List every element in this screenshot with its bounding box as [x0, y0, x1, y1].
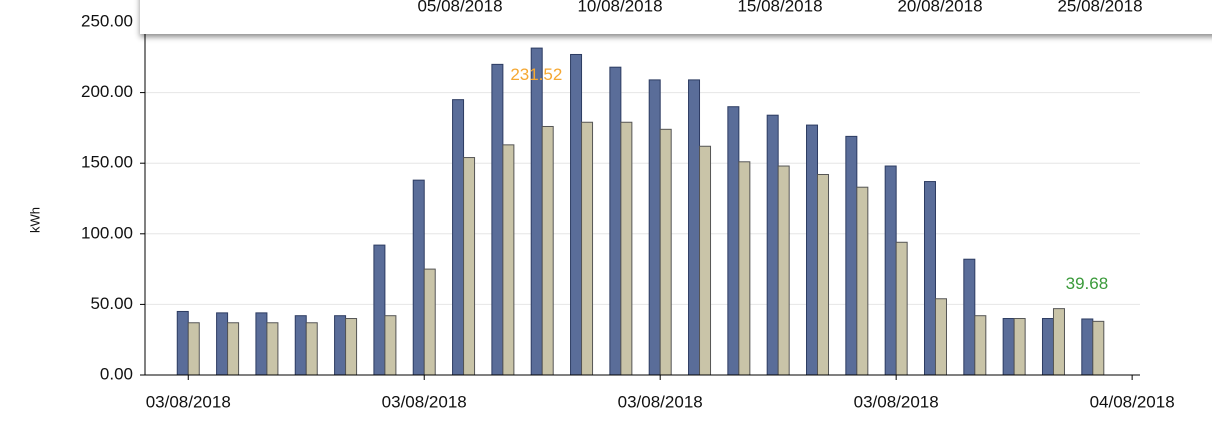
- y-tick-label: 0.00: [100, 364, 133, 383]
- top-strip-labels: 05/08/2018 10/08/2018 15/08/2018 20/08/2018…: [417, 0, 1142, 15]
- bar: [659, 128, 672, 376]
- bar: [187, 322, 200, 376]
- x-tick-label: 03/08/2018: [382, 392, 467, 411]
- y-tick-label: 150.00: [81, 153, 133, 172]
- bar: [1002, 318, 1015, 376]
- annotation: 39.68: [1066, 274, 1109, 293]
- bar: [845, 135, 858, 376]
- bar: [412, 179, 425, 376]
- bar: [334, 315, 347, 376]
- top-strip-label: 15/08/2018: [737, 0, 822, 15]
- bar: [727, 106, 740, 376]
- bar: [266, 322, 279, 376]
- bar: [817, 173, 830, 376]
- bar: [777, 165, 790, 376]
- bar: [609, 66, 622, 376]
- y-tick-label: 50.00: [90, 294, 133, 313]
- bar: [688, 79, 701, 376]
- bar: [648, 79, 661, 376]
- x-tick-label: 03/08/2018: [854, 392, 939, 411]
- top-strip-label: 05/08/2018: [417, 0, 502, 15]
- x-tick-label: 03/08/2018: [618, 392, 703, 411]
- bar: [620, 121, 633, 376]
- bar: [1052, 308, 1065, 376]
- annotation: 231.52: [510, 65, 562, 84]
- bar: [895, 241, 908, 376]
- bar: [1013, 318, 1026, 376]
- bar: [491, 63, 504, 376]
- bar: [699, 145, 712, 376]
- bar: [974, 315, 987, 376]
- bar: [216, 312, 229, 376]
- bar: [1081, 318, 1094, 376]
- top-strip-label: 10/08/2018: [577, 0, 662, 15]
- top-strip-label: 25/08/2018: [1057, 0, 1142, 15]
- bar: [502, 144, 515, 376]
- bar: [581, 121, 594, 376]
- bar: [1092, 320, 1105, 376]
- bar: [530, 47, 543, 376]
- bar: [963, 258, 976, 376]
- top-strip: [140, 0, 1212, 34]
- bar: [373, 244, 386, 376]
- bar: [255, 312, 268, 376]
- bar: [541, 125, 554, 376]
- y-tick-label: 100.00: [81, 223, 133, 242]
- bar: [294, 315, 307, 376]
- bar: [345, 318, 358, 376]
- bar: [384, 315, 397, 376]
- bar: [423, 268, 436, 376]
- bar: [305, 322, 318, 376]
- x-tick-label: 04/08/2018: [1090, 392, 1175, 411]
- bar: [856, 186, 869, 376]
- bar: [227, 322, 240, 376]
- bar: [884, 165, 897, 376]
- bar: [806, 124, 819, 376]
- bar: [766, 114, 779, 376]
- bar: [570, 53, 583, 376]
- y-axis-label: kWh: [27, 207, 42, 233]
- bar: [934, 298, 947, 376]
- y-tick-label: 250.00: [81, 11, 133, 30]
- bar: [923, 181, 936, 376]
- bar: [176, 310, 189, 376]
- bar: [1041, 318, 1054, 376]
- y-tick-label: 200.00: [81, 82, 133, 101]
- x-tick-label: 03/08/2018: [146, 392, 231, 411]
- bar: [452, 99, 465, 376]
- bar: [738, 161, 751, 376]
- top-strip-label: 20/08/2018: [897, 0, 982, 15]
- bar: [463, 157, 476, 376]
